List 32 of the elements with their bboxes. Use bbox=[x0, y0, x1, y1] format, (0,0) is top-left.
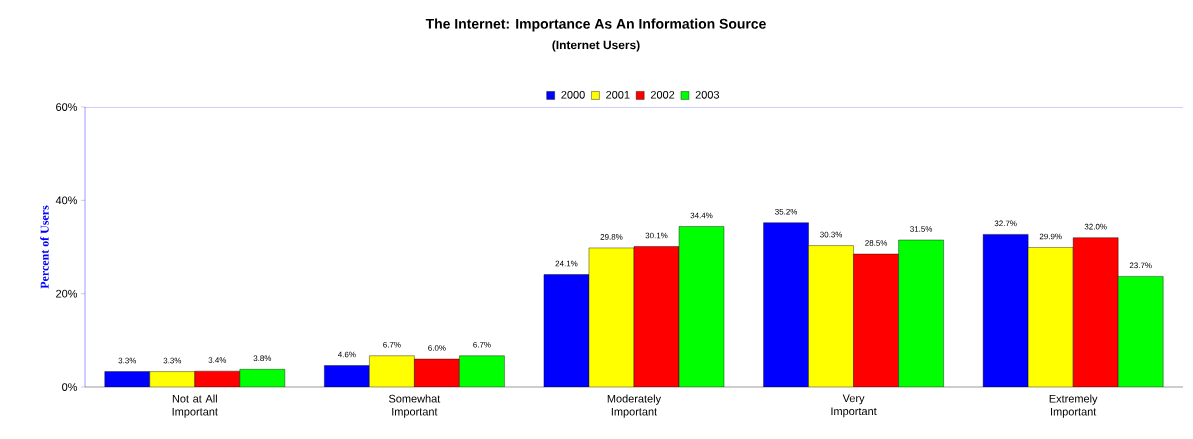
y-tick-label: 40% bbox=[55, 196, 78, 205]
bar bbox=[1117, 276, 1164, 387]
y-tick-label: 0% bbox=[62, 383, 78, 391]
bar bbox=[459, 355, 505, 387]
y-axis-title: Percent of Users bbox=[40, 205, 49, 289]
chart-subtitle: (Internet Users) bbox=[552, 40, 640, 52]
legend-label: 2000 bbox=[561, 90, 585, 99]
chart-title: The Internet: Importance As An Information Source bbox=[425, 18, 766, 32]
x-tick-label: Extremely Important bbox=[1049, 394, 1098, 418]
x-tick-label: Moderately Important bbox=[607, 394, 662, 418]
y-tick-label: 60% bbox=[56, 103, 78, 111]
x-tick-label: Not at All Important bbox=[172, 394, 218, 418]
bar bbox=[808, 245, 854, 387]
x-tick-label: Somewhat Important bbox=[389, 394, 441, 418]
bar bbox=[1072, 237, 1119, 387]
bar bbox=[898, 240, 944, 387]
bar bbox=[324, 365, 370, 387]
bar bbox=[853, 254, 899, 387]
bar bbox=[414, 359, 460, 387]
bar bbox=[1027, 247, 1074, 387]
bar bbox=[588, 247, 634, 387]
bar bbox=[982, 234, 1029, 387]
bar bbox=[679, 226, 725, 387]
bar bbox=[763, 222, 809, 387]
legend-label: 2001 bbox=[606, 90, 630, 99]
x-tick-label: Very Important bbox=[831, 394, 877, 418]
y-tick-label: 20% bbox=[56, 289, 78, 298]
bar bbox=[369, 355, 415, 387]
legend-label: 2003 bbox=[695, 90, 720, 99]
bar bbox=[633, 246, 679, 387]
legend-label: 2002 bbox=[650, 90, 675, 99]
bar bbox=[543, 274, 589, 387]
